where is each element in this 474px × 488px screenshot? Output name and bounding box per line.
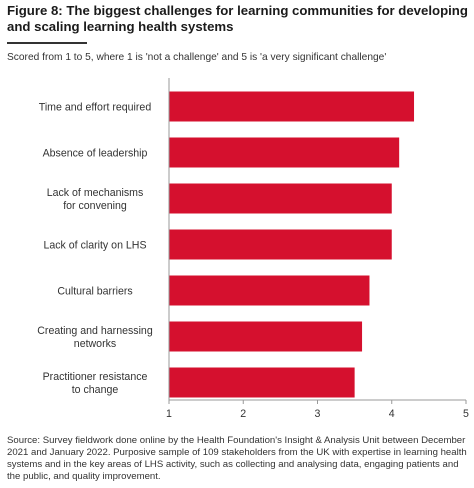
category-label-3: Lack of mechanisms for convening [47, 187, 144, 212]
bar-1 [169, 91, 415, 122]
bar-6 [169, 321, 363, 352]
category-label-7: Practitioner resistance to change [43, 371, 148, 396]
bar-7 [169, 367, 355, 398]
bars-layer [169, 91, 415, 398]
category-label-line: Practitioner resistance [43, 371, 148, 383]
bar-3 [169, 183, 392, 214]
x-tick-label-4: 4 [389, 408, 395, 420]
category-label-line: Lack of mechanisms [47, 187, 144, 199]
x-tick-label-2: 2 [240, 408, 246, 420]
category-label-6: Creating and harnessing networks [37, 325, 153, 350]
chart-title: Figure 8: The biggest challenges for lea… [7, 3, 468, 34]
x-axis: 1 2 3 4 5 [166, 78, 469, 420]
category-label-line: Cultural barriers [57, 286, 132, 298]
category-label-line: Time and effort required [39, 102, 152, 114]
source-note: Source: Survey fieldwork done online by … [7, 435, 467, 482]
category-label-line: to change [72, 384, 119, 396]
category-label-line: Creating and harnessing [37, 325, 153, 337]
category-label-line: networks [74, 338, 116, 350]
category-label-line: Absence of leadership [43, 148, 148, 160]
category-label-line: Lack of clarity on LHS [43, 240, 146, 252]
category-label-4: Lack of clarity on LHS [43, 240, 146, 252]
title-divider [7, 42, 87, 44]
category-label-line: for convening [63, 200, 127, 212]
chart-subtitle: Scored from 1 to 5, where 1 is 'not a ch… [7, 52, 387, 63]
category-label-2: Absence of leadership [43, 148, 148, 160]
bar-4 [169, 229, 392, 260]
category-label-1: Time and effort required [39, 102, 152, 114]
bar-2 [169, 137, 400, 168]
x-tick-label-5: 5 [463, 408, 469, 420]
category-labels: Time and effort required Absence of leade… [37, 102, 153, 397]
x-tick-label-3: 3 [315, 408, 321, 420]
bar-5 [169, 275, 370, 306]
x-tick-label-1: 1 [166, 408, 172, 420]
bar-chart: Time and effort required Absence of leade… [37, 78, 469, 420]
category-label-5: Cultural barriers [57, 286, 132, 298]
